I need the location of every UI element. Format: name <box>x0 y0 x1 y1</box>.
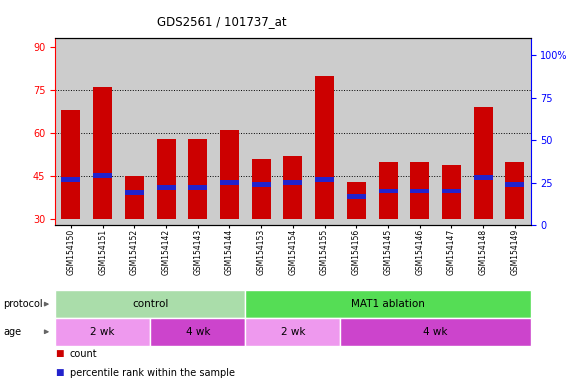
Bar <box>157 139 176 219</box>
Bar <box>505 162 524 219</box>
Bar <box>379 189 397 194</box>
Text: protocol: protocol <box>3 299 42 309</box>
Bar <box>474 107 492 219</box>
Bar <box>125 176 144 219</box>
Text: ■: ■ <box>55 349 64 358</box>
Bar <box>347 194 366 199</box>
Text: count: count <box>70 349 97 359</box>
Bar <box>93 87 112 219</box>
Text: GDS2561 / 101737_at: GDS2561 / 101737_at <box>157 15 287 28</box>
Text: 2 wk: 2 wk <box>281 327 305 337</box>
Text: percentile rank within the sample: percentile rank within the sample <box>70 368 234 378</box>
Bar <box>220 130 239 219</box>
Text: 2 wk: 2 wk <box>90 327 115 337</box>
Bar <box>252 182 271 187</box>
Text: MAT1 ablation: MAT1 ablation <box>351 299 425 309</box>
Bar <box>157 185 176 190</box>
Bar <box>125 190 144 195</box>
Text: 4 wk: 4 wk <box>423 327 448 337</box>
Bar <box>340 318 531 346</box>
Bar <box>442 189 461 194</box>
Text: ■: ■ <box>55 368 64 377</box>
Bar <box>188 139 207 219</box>
Text: 4 wk: 4 wk <box>186 327 210 337</box>
Text: age: age <box>3 327 21 337</box>
Bar <box>220 180 239 185</box>
Bar <box>245 290 531 318</box>
Bar <box>315 76 334 219</box>
Text: control: control <box>132 299 168 309</box>
Bar <box>93 174 112 178</box>
Bar <box>61 177 81 182</box>
Bar <box>410 189 429 194</box>
Bar <box>379 162 397 219</box>
Bar <box>252 159 271 219</box>
Bar <box>442 165 461 219</box>
Bar <box>410 162 429 219</box>
Bar <box>55 290 245 318</box>
Bar <box>55 318 150 346</box>
Bar <box>315 177 334 182</box>
Bar <box>505 182 524 187</box>
Bar <box>347 182 366 219</box>
Bar <box>474 175 492 180</box>
Bar <box>245 318 340 346</box>
Bar <box>150 318 245 346</box>
Bar <box>284 180 302 185</box>
Bar <box>61 110 81 219</box>
Bar <box>284 156 302 219</box>
Bar <box>188 185 207 190</box>
